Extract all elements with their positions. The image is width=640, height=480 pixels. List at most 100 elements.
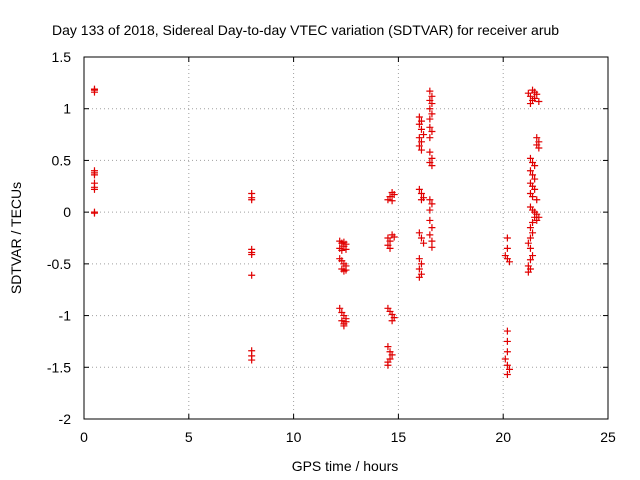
x-tick-label: 0 <box>80 429 88 445</box>
data-point <box>524 239 532 247</box>
data-point <box>533 196 541 204</box>
data-point <box>428 237 436 245</box>
data-point <box>531 162 539 170</box>
data-point <box>503 244 511 252</box>
data-point <box>503 371 511 379</box>
data-point <box>529 218 537 226</box>
data-point <box>428 200 436 208</box>
y-tick-label: -1.5 <box>47 359 71 375</box>
data-point <box>531 88 539 96</box>
data-point <box>531 185 539 193</box>
data-point <box>248 251 256 259</box>
chart-title: Day 133 of 2018, Sidereal Day-to-day VTE… <box>52 22 559 38</box>
data-point <box>342 266 350 274</box>
plot-frame <box>83 56 609 420</box>
y-tick-label: 0.5 <box>52 152 72 168</box>
data-point <box>535 144 543 152</box>
data-point <box>417 196 425 204</box>
data-point <box>384 361 392 369</box>
data-point <box>338 246 346 254</box>
data-point <box>415 142 423 150</box>
data-points <box>90 85 543 379</box>
data-point <box>426 87 434 95</box>
y-tick-label: 0 <box>63 204 71 220</box>
y-tick-label: 1.5 <box>52 49 72 65</box>
data-point <box>388 188 396 196</box>
data-point <box>342 245 350 253</box>
data-point <box>386 244 394 252</box>
data-point <box>388 317 396 325</box>
data-point <box>417 234 425 242</box>
data-point <box>426 134 434 142</box>
data-point <box>501 355 509 363</box>
data-point <box>529 171 537 179</box>
data-point <box>503 337 511 345</box>
data-point <box>531 175 539 183</box>
data-point <box>90 209 98 217</box>
data-point <box>415 265 423 273</box>
data-point <box>417 138 425 146</box>
data-point <box>336 304 344 312</box>
data-point <box>426 196 434 204</box>
data-point <box>503 327 511 335</box>
data-point <box>526 244 534 252</box>
data-point <box>342 318 350 326</box>
data-point <box>529 252 537 260</box>
axis-ticks <box>83 56 609 420</box>
data-point <box>90 185 98 193</box>
data-point <box>248 196 256 204</box>
x-tick-label: 20 <box>495 429 511 445</box>
data-point <box>90 171 98 179</box>
data-point <box>90 86 98 94</box>
y-axis-label: SDTVAR / TECUs <box>8 182 24 294</box>
data-point <box>503 234 511 242</box>
data-point <box>533 134 541 142</box>
data-point <box>503 361 511 369</box>
data-point <box>417 190 425 198</box>
x-axis-label: GPS time / hours <box>292 458 399 474</box>
data-point <box>415 113 423 121</box>
x-tick-label: 15 <box>391 429 407 445</box>
data-point <box>505 258 513 266</box>
data-point <box>415 120 423 128</box>
data-point <box>426 123 434 131</box>
data-point <box>428 127 436 135</box>
data-point <box>426 115 434 123</box>
data-point <box>426 148 434 156</box>
data-point <box>529 96 537 104</box>
data-point <box>390 233 398 241</box>
data-point <box>417 260 425 268</box>
data-point <box>417 146 425 154</box>
data-point <box>526 256 534 264</box>
data-point <box>526 224 534 232</box>
data-point <box>428 162 436 170</box>
data-point <box>505 365 513 373</box>
data-point <box>386 193 394 201</box>
data-point <box>524 268 532 276</box>
data-point <box>428 224 436 232</box>
data-point <box>388 197 396 205</box>
grid <box>84 57 608 419</box>
data-point <box>526 234 534 242</box>
data-point <box>526 154 534 162</box>
data-point <box>535 213 543 221</box>
data-point <box>428 110 436 118</box>
data-point <box>415 273 423 281</box>
data-point <box>248 356 256 364</box>
y-tick-label: -0.5 <box>47 256 71 272</box>
x-tick-label: 5 <box>185 429 193 445</box>
data-point <box>426 105 434 113</box>
y-tick-label: -2 <box>59 411 72 427</box>
data-point <box>386 237 394 245</box>
data-point <box>526 167 534 175</box>
data-point <box>415 255 423 263</box>
tick-labels: 0 5 10 15 20 25 -2 -1.5 -1 -0.5 0 0.5 1 1.5 <box>47 49 616 445</box>
data-point <box>415 185 423 193</box>
data-point <box>428 154 436 162</box>
x-tick-label: 25 <box>600 429 616 445</box>
data-point <box>420 239 428 247</box>
data-point <box>417 125 425 133</box>
data-point <box>535 97 543 105</box>
